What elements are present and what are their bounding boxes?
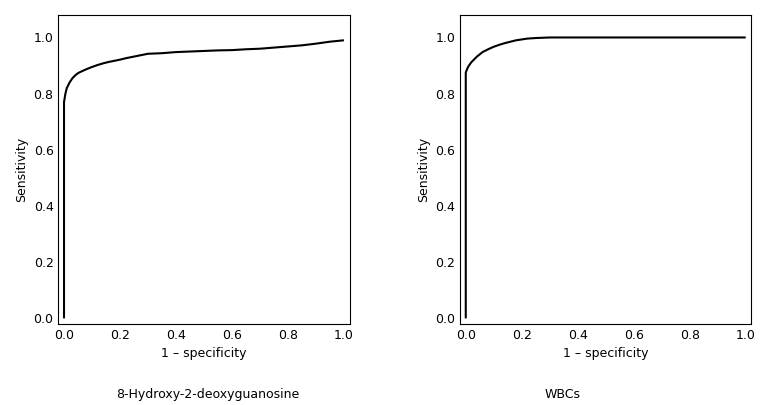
Y-axis label: Sensitivity: Sensitivity	[15, 137, 28, 202]
X-axis label: 1 – specificity: 1 – specificity	[161, 347, 247, 360]
X-axis label: 1 – specificity: 1 – specificity	[563, 347, 648, 360]
Text: WBCs: WBCs	[545, 388, 581, 401]
Text: 8-Hydroxy-2-deoxyguanosine: 8-Hydroxy-2-deoxyguanosine	[116, 388, 300, 401]
Y-axis label: Sensitivity: Sensitivity	[417, 137, 429, 202]
